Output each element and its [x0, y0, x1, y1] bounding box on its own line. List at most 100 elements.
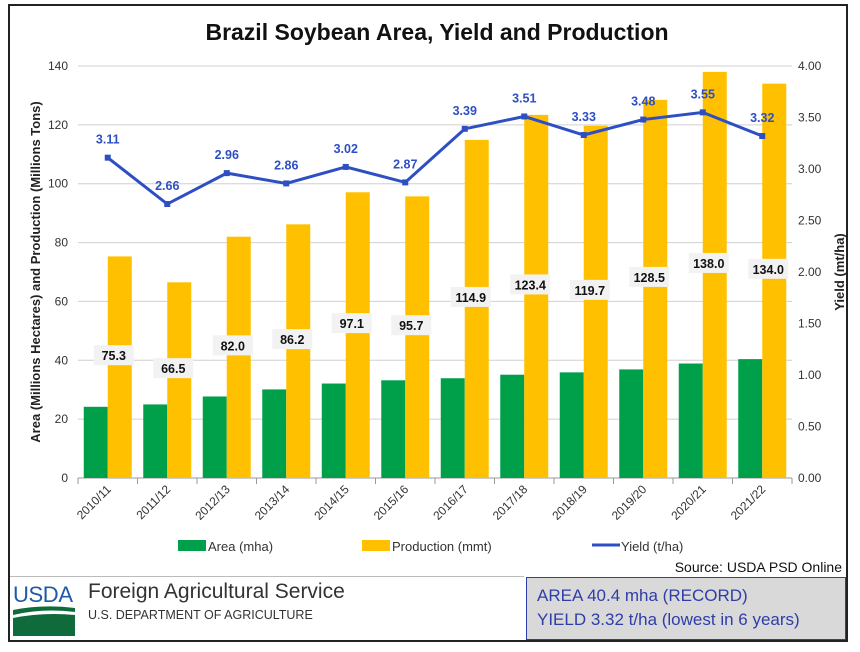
yield-data-label: 3.32 — [750, 111, 774, 125]
y-tick-label: 60 — [55, 294, 69, 308]
x-tick-label: 2010/11 — [74, 482, 114, 522]
area-bar — [738, 359, 763, 478]
yield-data-label: 3.48 — [631, 95, 655, 109]
y2-tick-label: 0.50 — [798, 420, 822, 434]
yield-point — [104, 154, 111, 161]
yield-point — [521, 113, 528, 120]
yield-point — [164, 201, 171, 208]
yield-data-label: 3.11 — [96, 133, 120, 147]
area-bar — [619, 369, 644, 478]
x-tick-label: 2011/12 — [133, 482, 173, 522]
y-tick-label: 80 — [55, 236, 69, 250]
y-tick-label: 0 — [61, 471, 68, 485]
x-tick-label: 2019/20 — [609, 482, 650, 523]
chart-title: Brazil Soybean Area, Yield and Productio… — [205, 19, 668, 45]
yield-data-label: 2.87 — [393, 157, 417, 171]
production-label-bg — [748, 258, 789, 279]
production-label-bg — [212, 335, 253, 356]
source-note: Source: USDA PSD Online — [674, 559, 842, 575]
yield-point — [759, 133, 766, 140]
area-bar — [500, 374, 525, 478]
agency-name: Foreign Agricultural Service — [88, 580, 345, 603]
y2-tick-label: 0.00 — [798, 471, 822, 485]
production-data-label: 66.5 — [161, 362, 185, 376]
production-label-bg — [331, 313, 372, 334]
production-data-label: 82.0 — [221, 339, 245, 353]
area-bar — [440, 378, 465, 478]
legend-area-label: Area (mha) — [208, 539, 273, 554]
y2-axis-label: Yield (mt/ha) — [832, 233, 847, 311]
production-bar — [643, 99, 668, 478]
y-tick-label: 140 — [48, 59, 68, 73]
legend-area-swatch — [178, 540, 206, 551]
production-data-label: 119.7 — [574, 284, 605, 298]
production-label-bg — [93, 345, 134, 366]
department-name: U.S. DEPARTMENT OF AGRICULTURE — [88, 608, 313, 622]
y2-tick-label: 2.00 — [798, 265, 822, 279]
yield-data-label: 3.39 — [453, 104, 477, 118]
y2-tick-label: 2.50 — [798, 214, 822, 228]
y-tick-label: 100 — [48, 177, 68, 191]
yield-point — [283, 180, 290, 187]
x-tick-label: 2014/15 — [311, 482, 352, 523]
production-bar — [762, 83, 787, 479]
usda-logo: USDA — [13, 582, 75, 636]
yield-data-label: 3.02 — [334, 142, 358, 156]
y-tick-label: 20 — [55, 412, 69, 426]
x-tick-label: 2016/17 — [430, 482, 471, 523]
area-bar — [262, 389, 287, 478]
production-data-label: 123.4 — [515, 278, 546, 292]
production-label-bg — [272, 329, 313, 350]
area-bar — [381, 380, 406, 478]
production-label-bg — [569, 279, 610, 300]
x-tick-label: 2018/19 — [549, 482, 590, 523]
production-label-bg — [153, 358, 194, 379]
legend-production-label: Production (mmt) — [392, 539, 492, 554]
area-bar — [143, 404, 168, 478]
yield-point — [402, 179, 409, 186]
legend-production-swatch — [362, 540, 390, 551]
yield-line — [106, 110, 763, 206]
y-axis-label: Area (Millions Hectares) and Production … — [28, 101, 43, 442]
production-data-label: 95.7 — [399, 319, 423, 333]
area-bar — [678, 363, 703, 478]
yield-data-label: 2.66 — [155, 179, 179, 193]
area-bar — [202, 396, 227, 478]
chart: Brazil Soybean Area, Yield and Productio… — [28, 19, 847, 554]
production-label-bg — [688, 252, 729, 273]
production-bar — [405, 196, 430, 478]
yield-point — [223, 170, 230, 177]
x-tick-label: 2017/18 — [490, 482, 531, 523]
x-tick-label: 2021/22 — [728, 482, 769, 523]
production-bar — [107, 256, 132, 478]
x-tick-label: 2012/13 — [192, 482, 233, 523]
production-data-label: 134.0 — [753, 263, 784, 277]
area-bar — [321, 383, 346, 478]
yield-data-label: 3.33 — [572, 110, 596, 124]
production-bar — [345, 192, 370, 478]
production-bar — [702, 71, 727, 478]
y-tick-label: 40 — [55, 353, 69, 367]
production-data-label: 138.0 — [693, 257, 724, 271]
production-bar — [226, 236, 251, 478]
chart-frame — [8, 4, 848, 642]
y2-tick-label: 1.50 — [798, 317, 822, 331]
production-label-bg — [510, 274, 551, 295]
area-bar — [559, 372, 584, 478]
production-data-label: 86.2 — [280, 333, 304, 347]
yield-data-label: 3.55 — [691, 87, 715, 101]
summary-yield: YIELD 3.32 t/ha (lowest in 6 years) — [537, 610, 800, 629]
y2-tick-label: 1.00 — [798, 368, 822, 382]
yield-data-label: 2.96 — [215, 148, 239, 162]
production-data-label: 114.9 — [455, 291, 486, 305]
y2-tick-label: 3.00 — [798, 162, 822, 176]
yield-data-label: 2.86 — [274, 158, 298, 172]
y2-tick-label: 3.50 — [798, 111, 822, 125]
yield-point — [461, 125, 468, 132]
production-data-label: 128.5 — [634, 271, 665, 285]
production-bar — [167, 282, 192, 478]
production-label-bg — [450, 286, 491, 307]
production-label-bg — [391, 315, 432, 336]
footer-divider — [10, 576, 524, 577]
y-tick-label: 120 — [48, 118, 68, 132]
